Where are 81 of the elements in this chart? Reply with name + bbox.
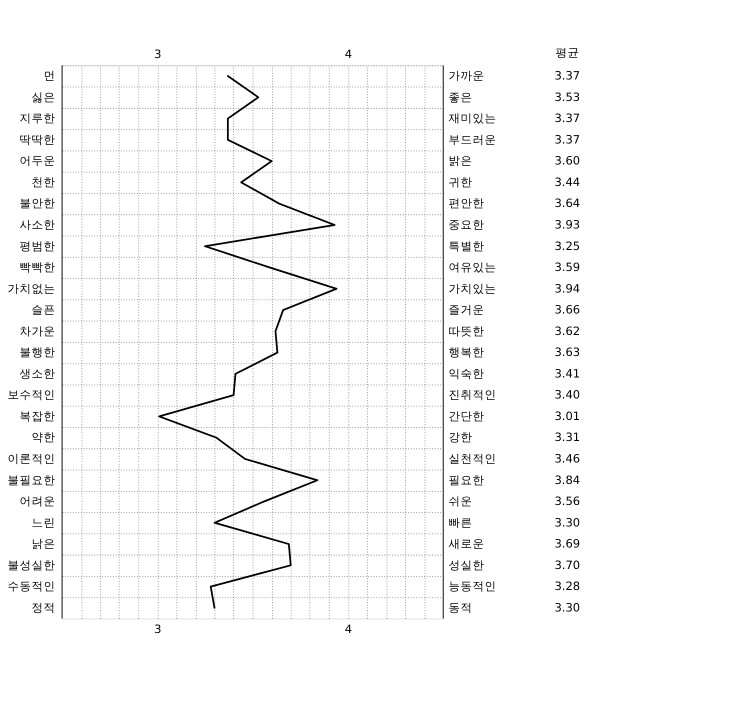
y-tick-label: 느린	[31, 515, 56, 530]
y2-tick-label: 필요한	[448, 472, 485, 487]
y-tick-label: 이론적인	[7, 451, 56, 466]
y-tick-label: 차가운	[19, 324, 56, 338]
data-label: 3.56	[554, 494, 580, 508]
y2-tick-label: 부드러운	[448, 132, 497, 146]
y2-tick-label: 실천적인	[448, 451, 497, 466]
data-label: 3.59	[554, 260, 580, 274]
data-label: 3.64	[554, 196, 580, 210]
y2-tick-label: 성실한	[448, 558, 485, 572]
data-label: 3.46	[554, 451, 580, 466]
y2-tick-label: 재미있는	[448, 111, 497, 126]
y-tick-label: 슬픈	[31, 302, 56, 317]
data-label: 3.28	[554, 579, 580, 594]
y-tick-label: 불안한	[19, 196, 56, 210]
y-tick-label: 복잡한	[19, 408, 56, 423]
data-label: 3.01	[554, 408, 580, 423]
data-label: 3.31	[554, 430, 580, 444]
y-tick-label: 사소한	[19, 217, 56, 232]
y-tick-label: 천한	[31, 174, 56, 189]
y2-tick-label: 가까운	[448, 68, 485, 83]
text: 평균	[555, 46, 580, 60]
y2-tick-label: 새로운	[448, 536, 485, 551]
data-label: 3.94	[554, 281, 580, 296]
y-tick-label: 낡은	[31, 536, 56, 551]
data-label: 3.53	[554, 90, 580, 104]
data-label: 3.62	[554, 324, 580, 338]
y2-tick-label: 빠른	[448, 515, 473, 530]
data-label: 3.30	[554, 515, 580, 530]
data-label: 3.93	[554, 217, 580, 232]
y-tick-label: 먼	[43, 68, 56, 83]
y2-tick-label: 강한	[448, 430, 473, 444]
y-tick-label: 수동적인	[7, 579, 56, 594]
x2-tick-label: 3	[154, 46, 162, 61]
y-tick-label: 싫은	[31, 90, 56, 104]
y-tick-label: 평범한	[19, 238, 56, 253]
y2-tick-label: 가치있는	[448, 281, 497, 296]
y2-tick-label: 능동적인	[448, 579, 497, 594]
data-label: 3.70	[554, 558, 580, 572]
data-label: 3.25	[554, 238, 580, 253]
y2-tick-label: 귀한	[448, 174, 473, 189]
data-label: 3.44	[554, 174, 580, 189]
y2-tick-label: 편안한	[448, 196, 485, 210]
data-label: 3.69	[554, 536, 580, 551]
data-label: 3.37	[554, 68, 580, 83]
data-label: 3.60	[554, 154, 580, 168]
y2-tick-label: 간단한	[448, 408, 485, 423]
y-tick-label: 딱딱한	[19, 132, 56, 146]
y-tick-label: 정적	[31, 600, 56, 614]
y2-tick-label: 동적	[448, 600, 473, 614]
y2-tick-label: 특별한	[448, 238, 485, 253]
x2-tick-label: 4	[344, 46, 352, 61]
y-tick-label: 어려운	[19, 494, 56, 508]
data-label: 3.63	[554, 345, 580, 360]
y-tick-label: 지루한	[19, 111, 56, 126]
y2-tick-label: 진취적인	[448, 388, 497, 402]
y2-tick-label: 즐거운	[448, 302, 485, 317]
data-label: 3.84	[554, 472, 580, 487]
y-tick-label: 불성실한	[7, 558, 56, 572]
y-tick-label: 생소한	[19, 366, 56, 380]
y2-tick-label: 밝은	[448, 154, 473, 168]
y2-tick-label: 여유있는	[448, 260, 497, 274]
y2-tick-label: 중요한	[448, 217, 485, 232]
y2-tick-label: 쉬운	[448, 494, 473, 508]
data-label: 3.37	[554, 132, 580, 146]
data-label: 3.37	[554, 111, 580, 126]
y-tick-label: 약한	[31, 430, 56, 444]
y2-tick-label: 따뜻한	[448, 324, 485, 338]
data-label: 3.30	[554, 600, 580, 614]
y-tick-label: 빡빡한	[19, 260, 56, 274]
data-label: 3.40	[554, 388, 580, 402]
data-label: 3.66	[554, 302, 580, 317]
y2-tick-label: 익숙한	[448, 366, 485, 380]
y-tick-label: 불행한	[19, 345, 56, 360]
y-tick-label: 보수적인	[7, 388, 56, 402]
y-tick-label: 가치없는	[7, 281, 56, 296]
y2-tick-label: 행복한	[448, 345, 485, 360]
y-tick-label: 어두운	[19, 154, 56, 168]
data-label: 3.41	[554, 366, 580, 380]
y2-tick-label: 좋은	[448, 90, 473, 104]
y-tick-label: 불필요한	[7, 472, 56, 487]
